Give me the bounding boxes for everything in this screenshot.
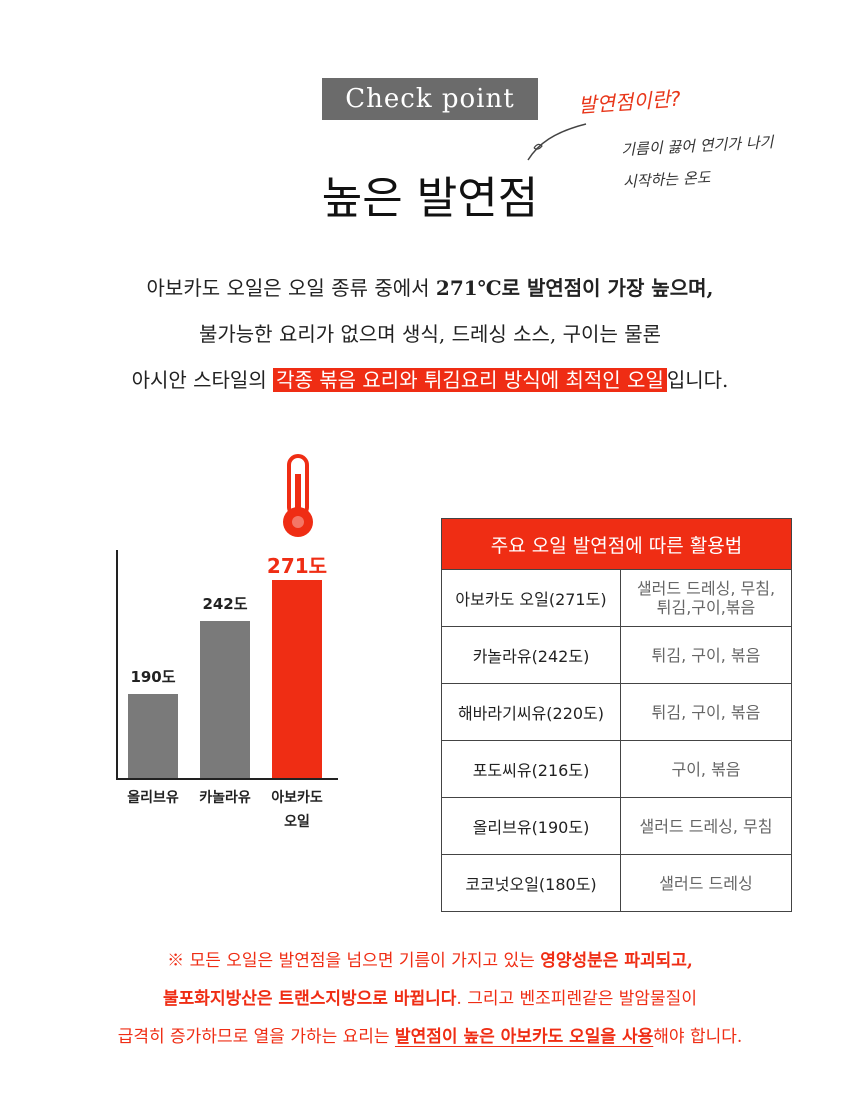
note-arrow-icon <box>527 123 587 161</box>
usage-line: 샐러드 드레싱, 무침, <box>636 579 776 598</box>
chart-bar <box>272 580 322 778</box>
oil-usage-cell: 샐러드 드레싱 <box>620 854 792 912</box>
intro-line-1-b: 271℃로 발연점이 가장 높으며, <box>435 276 714 300</box>
usage-line: 구이, 볶음 <box>671 759 741 779</box>
oil-usage-cell: 샐러드 드레싱, 무침, 튀김,구이,볶음 <box>620 569 792 627</box>
table-header: 주요 오일 발연점에 따른 활용법 <box>441 518 792 570</box>
oil-usage-cell: 튀김, 구이, 볶음 <box>620 626 792 684</box>
oil-usage-cell: 구이, 볶음 <box>620 740 792 798</box>
chart-y-axis <box>116 550 118 780</box>
oil-name-cell: 해바라기씨유(220도) <box>441 683 621 741</box>
check-point-badge: Check point <box>322 78 538 120</box>
intro-line-3-a: 아시안 스타일의 <box>131 368 274 392</box>
oil-usage-table: 주요 오일 발연점에 따른 활용법 아보카도 오일(271도) 샐러드 드레싱, … <box>441 518 792 912</box>
table-row: 카놀라유(242도) 튀김, 구이, 볶음 <box>441 626 792 684</box>
thermometer-icon <box>283 454 313 537</box>
footer-line-2: 불포화지방산은 트랜스지방으로 바뀝니다. 그리고 벤조피렌같은 발암물질이 <box>0 980 860 1018</box>
intro-line-3: 아시안 스타일의 각종 볶음 요리와 튀김요리 방식에 최적인 오일 입니다. <box>0 357 860 403</box>
intro-line-1-a: 아보카도 오일은 오일 종류 중에서 <box>146 276 436 300</box>
oil-name-cell: 아보카도 오일(271도) <box>441 569 621 627</box>
table-row: 포도씨유(216도) 구이, 볶음 <box>441 740 792 798</box>
usage-line: 샐러드 드레싱, 무침 <box>639 816 773 836</box>
oil-usage-cell: 샐러드 드레싱, 무침 <box>620 797 792 855</box>
footer-line-2-a: 불포화지방산은 트랜스지방으로 바뀝니다 <box>163 989 457 1009</box>
footer-warning: ※ 모든 오일은 발연점을 넘으면 기름이 가지고 있는 영양성분은 파괴되고,… <box>0 942 860 1056</box>
table-row: 코코넛오일(180도) 샐러드 드레싱 <box>441 854 792 912</box>
intro-line-2: 불가능한 요리가 없으며 생식, 드레싱 소스, 구이는 물론 <box>198 322 662 346</box>
footer-line-1-a: ※ 모든 오일은 발연점을 넘으면 기름이 가지고 있는 <box>167 951 541 971</box>
intro-text: 아보카도 오일은 오일 종류 중에서 271℃로 발연점이 가장 높으며, 불가… <box>0 265 860 403</box>
table-row: 올리브유(190도) 샐러드 드레싱, 무침 <box>441 797 792 855</box>
chart-data-label: 242도 <box>202 594 248 613</box>
usage-line: 샐러드 드레싱 <box>659 873 753 893</box>
chart-bar <box>128 693 178 778</box>
oil-name-cell: 올리브유(190도) <box>441 797 621 855</box>
usage-line: 튀김, 구이, 볶음 <box>651 702 761 722</box>
page-title: 높은 발연점 <box>321 173 539 224</box>
chart-category-line: 올리브유 <box>127 790 179 806</box>
footer-line-1-b: 영양성분은 파괴되고, <box>540 951 693 971</box>
chart-category-label: 카놀라유 <box>185 786 265 810</box>
chart-data-label: 271도 <box>266 554 328 578</box>
chart-category-line: 오일 <box>284 814 310 830</box>
footer-line-2-b: . 그리고 벤조피렌같은 발암물질이 <box>456 989 697 1009</box>
chart-category-line: 카놀라유 <box>199 790 251 806</box>
usage-line: 튀김,구이,볶음 <box>656 598 756 617</box>
chart-category-label: 올리브유 <box>113 786 193 810</box>
footer-line-3-c: 해야 합니다. <box>653 1027 743 1047</box>
chart-x-axis <box>116 778 338 780</box>
usage-line: 튀김, 구이, 볶음 <box>651 645 761 665</box>
oil-name-cell: 카놀라유(242도) <box>441 626 621 684</box>
footer-line-3: 급격히 증가하므로 열을 가하는 요리는 발연점이 높은 아보카도 오일을 사용… <box>0 1018 860 1056</box>
table-row: 해바라기씨유(220도) 튀김, 구이, 볶음 <box>441 683 792 741</box>
footer-line-3-a: 급격히 증가하므로 열을 가하는 요리는 <box>117 1027 395 1047</box>
oil-usage-cell: 튀김, 구이, 볶음 <box>620 683 792 741</box>
chart-category-line: 아보카도 <box>271 790 323 806</box>
footer-line-3-b: 발연점이 높은 아보카도 오일을 사용 <box>394 1027 654 1047</box>
footer-line-1: ※ 모든 오일은 발연점을 넘으면 기름이 가지고 있는 영양성분은 파괴되고, <box>0 942 860 980</box>
chart-data-label: 190도 <box>130 667 176 686</box>
oil-name-cell: 코코넛오일(180도) <box>441 854 621 912</box>
smoke-point-note-title: 발연점이란? <box>577 86 682 118</box>
table-row: 아보카도 오일(271도) 샐러드 드레싱, 무침, 튀김,구이,볶음 <box>441 569 792 627</box>
intro-line-1: 아보카도 오일은 오일 종류 중에서 271℃로 발연점이 가장 높으며, <box>0 265 860 311</box>
intro-highlight: 각종 볶음 요리와 튀김요리 방식에 최적인 오일 <box>273 368 667 392</box>
chart-bar <box>200 620 250 778</box>
intro-line-3-b: 입니다. <box>666 368 729 392</box>
oil-name-cell: 포도씨유(216도) <box>441 740 621 798</box>
